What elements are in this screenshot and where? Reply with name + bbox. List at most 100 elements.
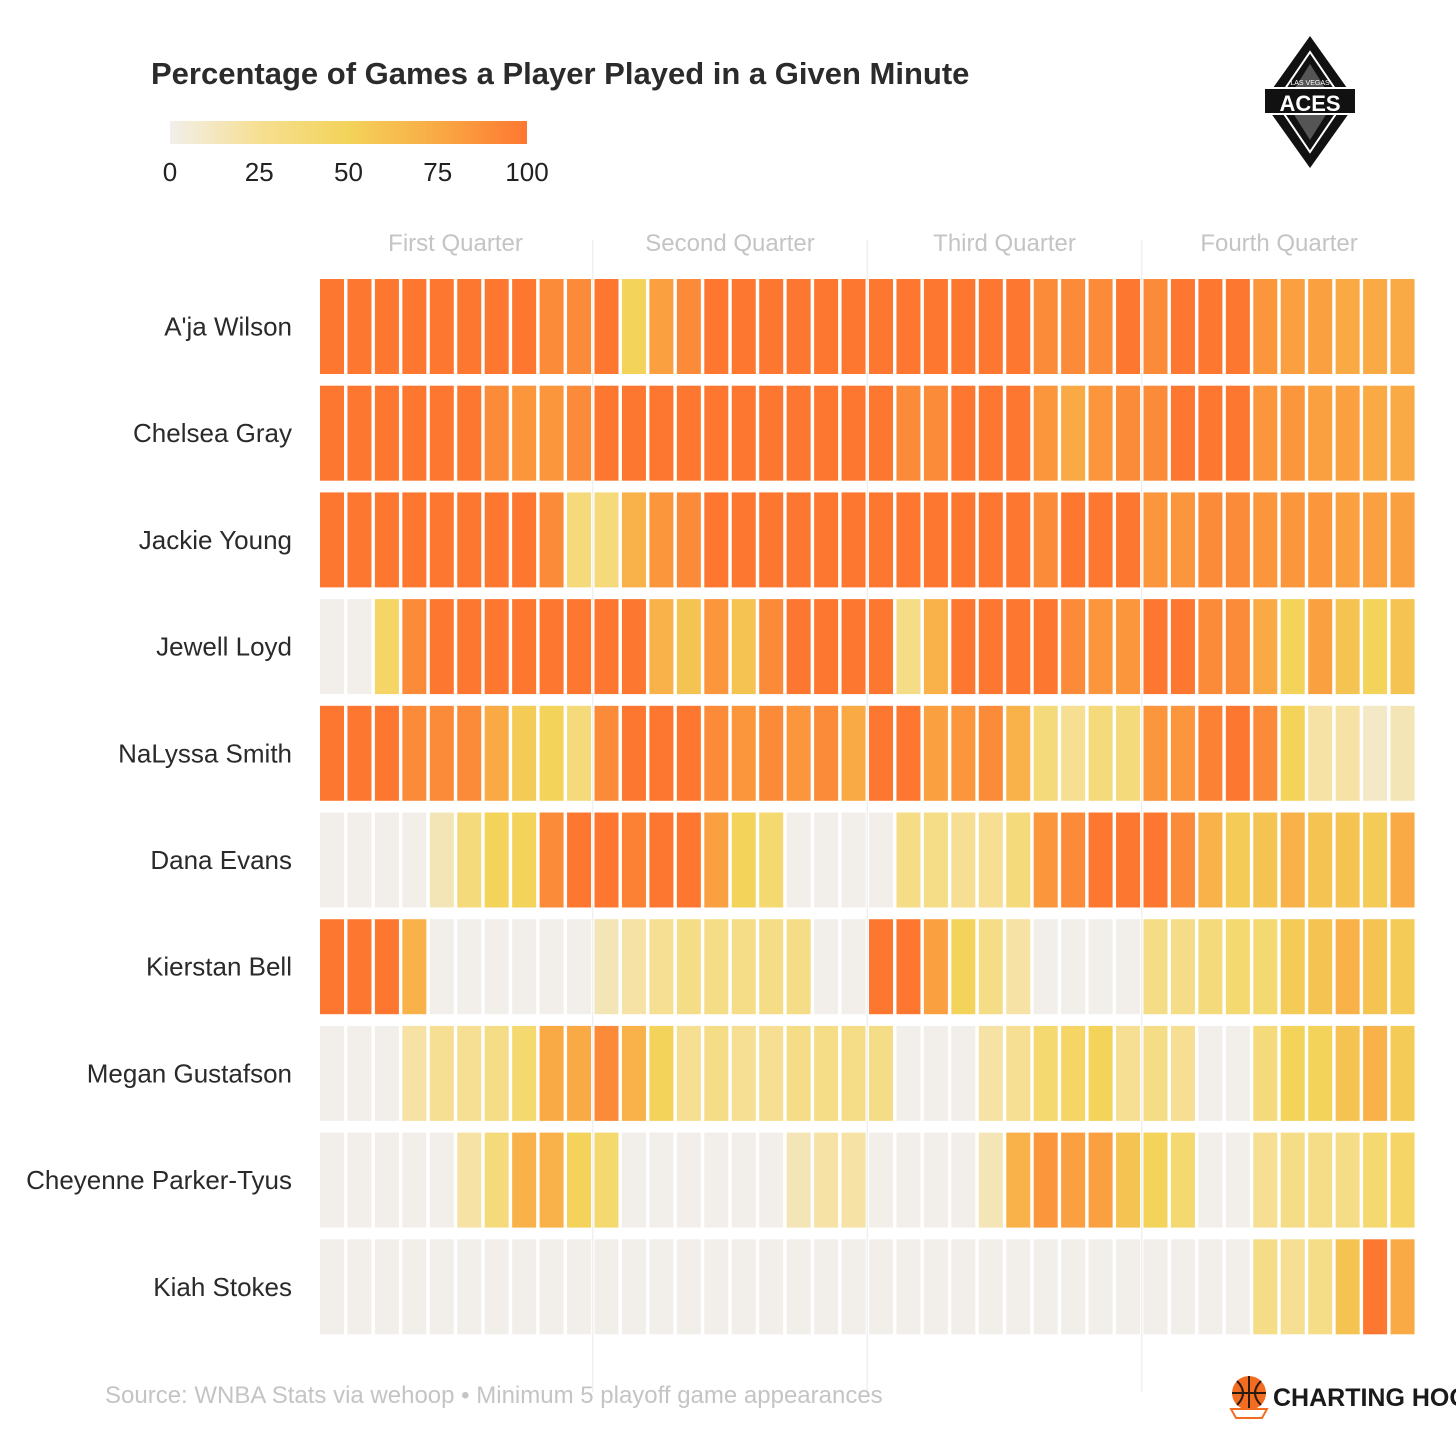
cell-megan-gustafson-min-40 [1390,1025,1415,1121]
cell-jackie-young-min-31 [1143,492,1168,588]
cell-kiah-stokes-min-32 [1170,1239,1195,1335]
legend-tick-100: 100 [505,157,548,187]
player-label-megan-gustafson: Megan Gustafson [87,1058,292,1088]
cell-jewell-loyd-min-7 [484,599,509,695]
cell-kierstan-bell-min-33 [1198,919,1223,1015]
cell-jackie-young-min-18 [786,492,811,588]
cell-kiah-stokes-min-3 [374,1239,399,1335]
cell-a-ja-wilson-min-5 [429,279,454,374]
cell-jewell-loyd-min-25 [978,599,1003,695]
cell-a-ja-wilson-min-9 [539,279,564,374]
cell-chelsea-gray-min-9 [539,385,564,481]
cell-cheyenne-parker-tyus-min-38 [1335,1132,1360,1228]
cell-jackie-young-min-19 [814,492,839,588]
cell-dana-evans-min-12 [621,812,646,908]
cell-jackie-young-min-7 [484,492,509,588]
cell-cheyenne-parker-tyus-min-4 [402,1132,427,1228]
cell-cheyenne-parker-tyus-min-24 [951,1132,976,1228]
cell-a-ja-wilson-min-19 [814,279,839,374]
cell-cheyenne-parker-tyus-min-36 [1280,1132,1305,1228]
cell-nalyssa-smith-min-17 [759,705,784,801]
cell-dana-evans-min-31 [1143,812,1168,908]
cell-kierstan-bell-min-29 [1088,919,1113,1015]
cell-kiah-stokes-min-21 [869,1239,893,1335]
quarter-label-3: Third Quarter [933,230,1076,257]
cell-nalyssa-smith-min-23 [923,705,948,801]
cell-dana-evans-min-3 [374,812,399,908]
legend-tick-75: 75 [423,157,452,187]
cell-kierstan-bell-min-19 [814,919,839,1015]
cell-a-ja-wilson-min-17 [759,279,784,374]
cell-jewell-loyd-min-19 [814,599,839,695]
cell-nalyssa-smith-min-5 [429,705,454,801]
cell-kierstan-bell-min-2 [347,919,372,1015]
cell-kiah-stokes-min-10 [567,1239,592,1335]
cell-a-ja-wilson-min-13 [649,279,674,374]
cell-kiah-stokes-min-12 [621,1239,646,1335]
cell-jewell-loyd-min-34 [1225,599,1250,695]
cell-megan-gustafson-min-15 [704,1025,729,1121]
cell-dana-evans-min-36 [1280,812,1305,908]
cell-jackie-young-min-30 [1116,492,1141,588]
quarter-label-4: Fourth Quarter [1200,230,1357,257]
cell-dana-evans-min-5 [429,812,454,908]
cell-kierstan-bell-min-11 [594,919,619,1015]
cell-megan-gustafson-min-39 [1363,1025,1388,1121]
cell-nalyssa-smith-min-8 [512,705,537,801]
cell-jewell-loyd-min-15 [704,599,729,695]
cell-chelsea-gray-min-11 [594,385,619,481]
cell-jewell-loyd-min-20 [841,599,866,695]
legend-gradient-bar [170,121,527,144]
cell-chelsea-gray-min-37 [1308,385,1333,481]
cell-megan-gustafson-min-18 [786,1025,811,1121]
cell-jackie-young-min-4 [402,492,427,588]
cell-kiah-stokes-min-39 [1363,1239,1388,1335]
cell-chelsea-gray-min-38 [1335,385,1360,481]
cell-kierstan-bell-min-8 [512,919,537,1015]
cell-kiah-stokes-min-8 [512,1239,537,1335]
cell-megan-gustafson-min-1 [320,1025,344,1121]
cell-kierstan-bell-min-24 [951,919,976,1015]
cell-jewell-loyd-min-9 [539,599,564,695]
cell-dana-evans-min-39 [1363,812,1388,908]
cell-cheyenne-parker-tyus-min-8 [512,1132,537,1228]
cell-jewell-loyd-min-40 [1390,599,1415,695]
cell-megan-gustafson-min-9 [539,1025,564,1121]
cell-cheyenne-parker-tyus-min-15 [704,1132,729,1228]
cell-jackie-young-min-20 [841,492,866,588]
cell-chelsea-gray-min-33 [1198,385,1223,481]
cell-jewell-loyd-min-27 [1033,599,1058,695]
cell-jewell-loyd-min-37 [1308,599,1333,695]
cell-kierstan-bell-min-26 [1006,919,1031,1015]
cell-chelsea-gray-min-22 [896,385,921,481]
cell-nalyssa-smith-min-3 [374,705,399,801]
cell-a-ja-wilson-min-29 [1088,279,1113,374]
cell-jackie-young-min-32 [1170,492,1195,588]
cell-chelsea-gray-min-12 [621,385,646,481]
cell-kierstan-bell-min-6 [457,919,482,1015]
basketball-icon [1229,1376,1269,1419]
cell-jackie-young-min-40 [1390,492,1415,588]
cell-cheyenne-parker-tyus-min-37 [1308,1132,1333,1228]
cell-cheyenne-parker-tyus-min-29 [1088,1132,1113,1228]
cell-cheyenne-parker-tyus-min-25 [978,1132,1003,1228]
cell-a-ja-wilson-min-33 [1198,279,1223,374]
cell-jewell-loyd-min-28 [1061,599,1086,695]
cell-jackie-young-min-21 [869,492,893,588]
cell-a-ja-wilson-min-18 [786,279,811,374]
cell-dana-evans-min-28 [1061,812,1086,908]
cell-nalyssa-smith-min-40 [1390,705,1415,801]
cell-nalyssa-smith-min-26 [1006,705,1031,801]
cell-chelsea-gray-min-7 [484,385,509,481]
cell-a-ja-wilson-min-4 [402,279,427,374]
cell-nalyssa-smith-min-21 [869,705,893,801]
cell-jackie-young-min-39 [1363,492,1388,588]
cell-kierstan-bell-min-34 [1225,919,1250,1015]
cell-kierstan-bell-min-9 [539,919,564,1015]
cell-megan-gustafson-min-10 [567,1025,592,1121]
cell-chelsea-gray-min-19 [814,385,839,481]
cell-megan-gustafson-min-29 [1088,1025,1113,1121]
cell-dana-evans-min-6 [457,812,482,908]
cell-nalyssa-smith-min-16 [731,705,756,801]
cell-kiah-stokes-min-7 [484,1239,509,1335]
